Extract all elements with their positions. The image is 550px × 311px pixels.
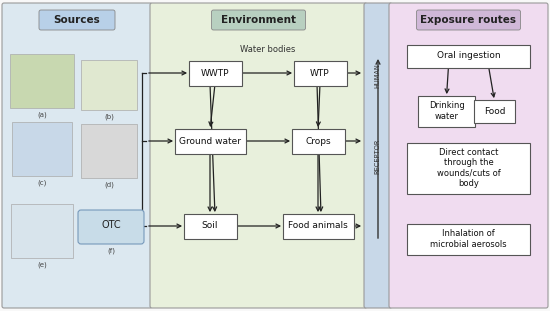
- Text: RECEPTOR: RECEPTOR: [374, 138, 380, 174]
- Text: Water bodies: Water bodies: [240, 44, 295, 53]
- FancyBboxPatch shape: [292, 128, 344, 154]
- Text: (e): (e): [37, 262, 47, 268]
- FancyBboxPatch shape: [184, 213, 236, 239]
- FancyBboxPatch shape: [474, 100, 515, 123]
- Text: Oral ingestion: Oral ingestion: [437, 52, 501, 61]
- Text: Ground water: Ground water: [179, 137, 241, 146]
- FancyBboxPatch shape: [389, 3, 548, 308]
- Text: OTC: OTC: [101, 220, 121, 230]
- Text: Drinking
water: Drinking water: [428, 101, 464, 121]
- Text: Crops: Crops: [305, 137, 331, 146]
- Text: (f): (f): [107, 247, 115, 253]
- Text: Inhalation of
microbial aerosols: Inhalation of microbial aerosols: [430, 229, 507, 249]
- FancyBboxPatch shape: [174, 128, 245, 154]
- FancyBboxPatch shape: [81, 60, 137, 110]
- FancyBboxPatch shape: [150, 3, 367, 308]
- Text: (b): (b): [104, 114, 114, 120]
- FancyBboxPatch shape: [407, 224, 530, 254]
- FancyBboxPatch shape: [189, 61, 241, 86]
- Text: HUMAN: HUMAN: [374, 64, 380, 88]
- Text: Sources: Sources: [54, 15, 100, 25]
- FancyBboxPatch shape: [10, 54, 74, 108]
- FancyBboxPatch shape: [407, 44, 530, 67]
- FancyBboxPatch shape: [2, 3, 152, 308]
- Text: (a): (a): [37, 112, 47, 118]
- Text: WTP: WTP: [310, 68, 330, 77]
- Text: (c): (c): [37, 180, 47, 187]
- Text: Environment: Environment: [221, 15, 296, 25]
- Text: Exposure routes: Exposure routes: [421, 15, 516, 25]
- Text: WWTP: WWTP: [201, 68, 229, 77]
- FancyBboxPatch shape: [39, 10, 115, 30]
- Text: Food animals: Food animals: [288, 221, 348, 230]
- FancyBboxPatch shape: [12, 122, 72, 176]
- FancyBboxPatch shape: [416, 10, 520, 30]
- FancyBboxPatch shape: [81, 124, 137, 178]
- FancyBboxPatch shape: [11, 204, 73, 258]
- FancyBboxPatch shape: [294, 61, 346, 86]
- FancyBboxPatch shape: [364, 3, 392, 308]
- FancyBboxPatch shape: [78, 210, 144, 244]
- Text: Soil: Soil: [202, 221, 218, 230]
- FancyBboxPatch shape: [283, 213, 354, 239]
- Text: Direct contact
through the
wounds/cuts of
body: Direct contact through the wounds/cuts o…: [437, 148, 501, 188]
- FancyBboxPatch shape: [418, 95, 475, 127]
- Text: (d): (d): [104, 182, 114, 188]
- FancyBboxPatch shape: [212, 10, 305, 30]
- FancyBboxPatch shape: [407, 142, 530, 193]
- Text: Food: Food: [484, 106, 505, 115]
